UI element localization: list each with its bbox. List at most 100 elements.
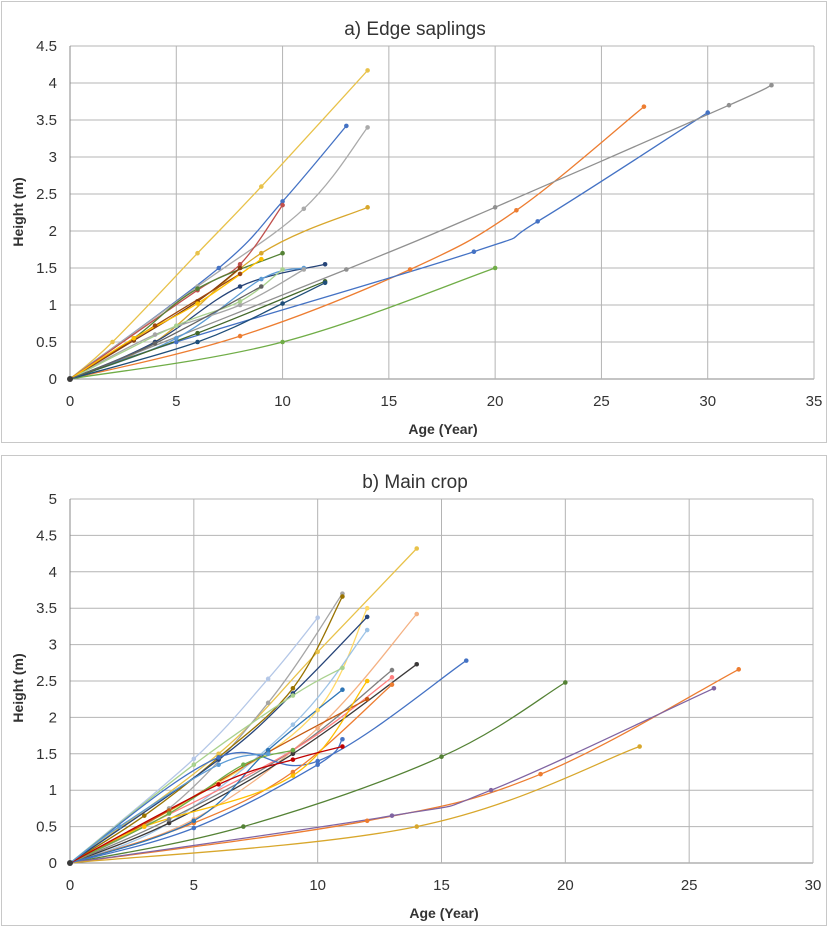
data-point — [365, 205, 370, 210]
x-axis-label: Age (Year) — [408, 421, 477, 437]
data-point — [259, 284, 264, 289]
data-point — [389, 675, 395, 680]
data-point — [237, 333, 243, 339]
data-point — [166, 811, 172, 816]
y-tick-label: 1 — [49, 782, 57, 799]
data-point — [364, 614, 370, 620]
y-tick-label: 4 — [49, 564, 57, 581]
data-point — [365, 68, 370, 73]
data-point — [195, 330, 200, 336]
data-point — [195, 286, 200, 292]
data-point — [389, 682, 395, 687]
data-point — [280, 301, 285, 306]
data-point — [514, 207, 519, 213]
data-point — [237, 265, 243, 271]
data-point — [414, 611, 420, 617]
data-point — [471, 249, 477, 255]
data-point — [340, 744, 345, 749]
data-point — [344, 123, 349, 129]
data-point — [259, 184, 264, 189]
chart-panel-edge-saplings: a) Edge saplings Age (Year) Height (m) 0… — [1, 1, 827, 443]
data-point — [191, 818, 197, 824]
y-tick-label: 3.5 — [36, 112, 57, 129]
series-line-14 — [69, 684, 393, 864]
data-point — [389, 813, 395, 818]
series-line-8 — [69, 84, 772, 380]
data-point — [290, 769, 296, 775]
data-point — [280, 267, 285, 272]
series-line-20 — [69, 687, 715, 864]
data-point — [173, 323, 179, 329]
data-point — [315, 758, 320, 764]
data-point — [414, 824, 420, 829]
data-point — [259, 250, 264, 256]
data-point — [315, 615, 320, 620]
data-point — [237, 262, 243, 267]
data-point — [414, 661, 420, 667]
data-point — [173, 339, 179, 345]
data-point — [280, 202, 285, 208]
data-point — [563, 680, 568, 685]
data-point — [259, 276, 264, 282]
y-tick-label: 3 — [49, 149, 57, 166]
chart-title: b) Main crop — [362, 472, 468, 493]
data-point — [152, 341, 158, 346]
data-point — [290, 685, 296, 691]
origin-point — [67, 376, 73, 382]
series-line-12 — [69, 676, 393, 864]
y-tick-label: 0.5 — [36, 334, 57, 351]
data-point — [439, 754, 444, 760]
x-tick-label: 30 — [805, 877, 822, 894]
series-line-6 — [69, 106, 645, 380]
data-point — [315, 762, 320, 768]
y-tick-label: 2 — [49, 709, 57, 726]
data-point — [364, 696, 370, 702]
data-point — [340, 594, 345, 599]
x-tick-label: 5 — [172, 393, 180, 410]
data-point — [340, 687, 345, 693]
data-point — [142, 824, 147, 829]
data-point — [191, 762, 197, 768]
x-axis-label: Age (Year) — [409, 905, 478, 921]
data-point — [191, 756, 197, 762]
origin-point — [67, 860, 73, 866]
series-line-19 — [69, 258, 262, 380]
y-tick-label: 0 — [49, 855, 57, 872]
y-tick-label: 2.5 — [36, 186, 57, 203]
x-tick-label: 25 — [593, 393, 610, 410]
data-point — [152, 332, 158, 337]
data-point — [216, 751, 221, 757]
data-point — [290, 693, 296, 698]
y-tick-label: 4.5 — [36, 527, 57, 544]
data-point — [241, 762, 246, 768]
series-line-9 — [69, 667, 343, 864]
data-point — [290, 722, 296, 727]
data-point — [173, 336, 179, 341]
data-point — [152, 323, 158, 329]
x-tick-label: 35 — [806, 393, 823, 410]
data-point — [216, 782, 221, 787]
series-line-21 — [69, 745, 640, 864]
data-point — [265, 747, 271, 753]
data-point — [340, 736, 345, 742]
data-point — [290, 773, 296, 778]
data-point — [340, 665, 345, 671]
data-point — [280, 339, 285, 345]
data-point — [216, 762, 221, 768]
data-point — [322, 280, 328, 286]
data-point — [315, 707, 320, 713]
data-point — [637, 744, 642, 749]
data-point — [265, 676, 271, 682]
data-point — [265, 751, 271, 757]
data-point — [389, 667, 395, 673]
data-point — [166, 820, 172, 826]
chart-title: a) Edge saplings — [344, 19, 486, 40]
data-point — [241, 824, 246, 829]
y-axis-label: Height (m) — [10, 177, 26, 246]
x-tick-label: 25 — [681, 877, 698, 894]
series-line-25 — [69, 753, 269, 864]
data-point — [711, 685, 717, 691]
data-point — [535, 219, 540, 224]
data-point — [414, 546, 420, 551]
data-point — [364, 605, 370, 611]
